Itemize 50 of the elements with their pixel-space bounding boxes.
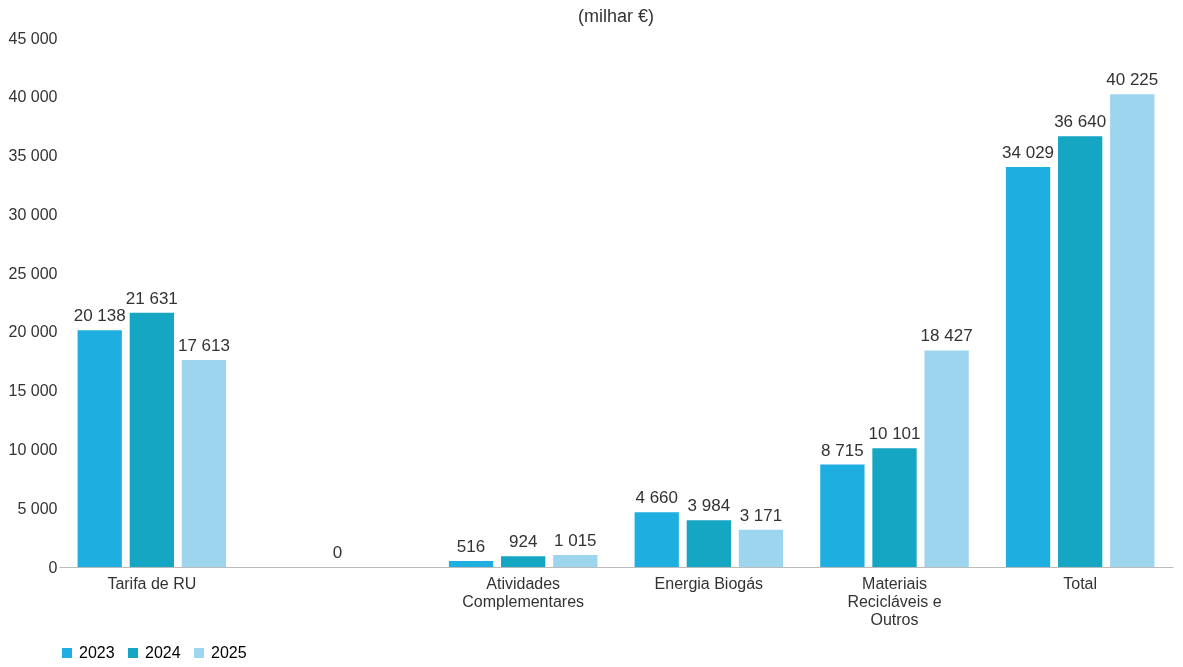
bar <box>77 330 122 567</box>
y-tick-label: 25 000 <box>8 264 58 282</box>
data-label: 34 029 <box>1002 142 1055 162</box>
data-label: 8 715 <box>821 440 864 460</box>
data-label: 3 984 <box>687 496 731 516</box>
legend-label: 2025 <box>211 644 247 661</box>
bar <box>553 555 598 567</box>
y-tick-label: 35 000 <box>8 147 58 165</box>
bar <box>501 556 546 567</box>
legend-label: 2023 <box>79 644 115 661</box>
y-tick-label: 40 000 <box>8 88 58 106</box>
y-tick-label: 30 000 <box>8 205 58 223</box>
data-label: 516 <box>456 536 486 556</box>
bar <box>820 464 865 567</box>
data-label: 3 171 <box>739 505 783 525</box>
data-label: 0 <box>332 543 343 562</box>
bar <box>634 512 679 567</box>
data-label: 924 <box>508 532 538 552</box>
x-tick-label: Atividades Complementares <box>462 574 585 610</box>
y-tick-label: 10 000 <box>8 440 58 458</box>
data-label: 18 427 <box>920 326 973 346</box>
legend-label: 2024 <box>145 644 181 661</box>
data-label: 20 138 <box>73 306 126 326</box>
y-tick-label: 45 000 <box>8 29 58 47</box>
data-label: 1 015 <box>554 531 597 551</box>
bar <box>448 560 494 567</box>
data-label: 17 613 <box>177 335 230 355</box>
y-tick-label: 15 000 <box>8 382 58 400</box>
bar <box>738 529 784 567</box>
bar <box>129 312 174 567</box>
x-tick-label: Tarifa de RU <box>107 574 197 592</box>
bar <box>181 359 227 567</box>
data-label: 4 660 <box>635 488 678 508</box>
y-tick-label: 20 000 <box>8 323 58 341</box>
data-label: 21 631 <box>125 288 178 308</box>
bar <box>1005 166 1051 567</box>
data-label: 10 101 <box>868 424 921 444</box>
x-tick-label: Total <box>1063 574 1098 592</box>
bar <box>872 448 917 567</box>
x-tick-label: Materiais Recicláveis e Outros <box>847 574 942 628</box>
y-tick-label: 0 <box>48 558 58 576</box>
x-tick-label: Energia Biogás <box>654 574 764 592</box>
data-label: 36 640 <box>1054 112 1107 132</box>
bar <box>1110 94 1155 567</box>
bar <box>924 350 969 567</box>
data-label: 40 225 <box>1106 70 1159 90</box>
bar <box>686 520 731 567</box>
bar <box>1058 136 1103 567</box>
y-tick-label: 5 000 <box>17 499 58 517</box>
chart-title: (milhar €) <box>577 6 655 26</box>
